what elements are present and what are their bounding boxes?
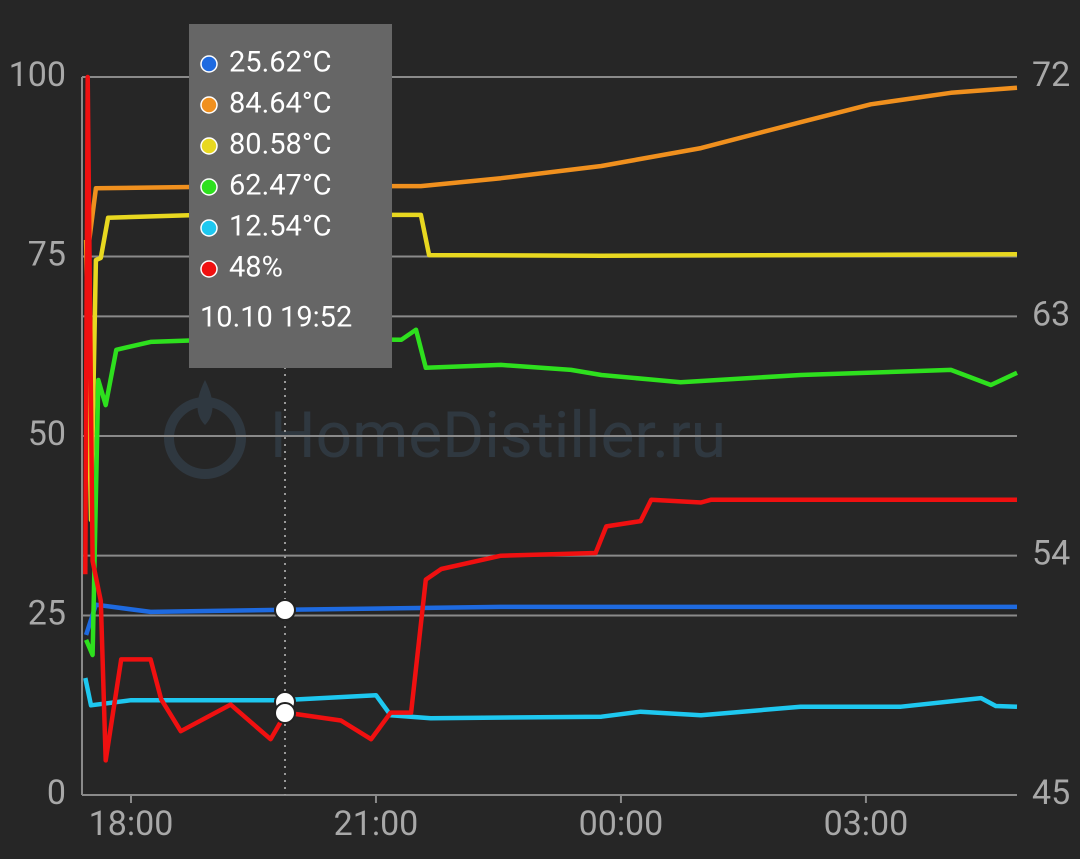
- x-tick-label: 03:00: [824, 804, 909, 844]
- series-line: [83, 74, 1017, 763]
- ticks: 0 25 50 75 100 45 54 63 72 18:00 21:00 00:00 03:00: [9, 55, 1071, 844]
- cursor-points: [274, 599, 296, 724]
- y-tick-label: 50: [28, 414, 66, 454]
- y2-tick-label: 54: [1032, 534, 1070, 574]
- lines: [83, 74, 1018, 763]
- x-tick-label: 18:00: [89, 804, 174, 844]
- series-line: [87, 85, 1018, 241]
- tooltip-dot: [200, 55, 218, 73]
- y-tick-label: 100: [9, 55, 66, 95]
- tooltip-dot: [200, 260, 218, 278]
- x-tick-label: 00:00: [579, 804, 664, 844]
- y2-tick-label: 72: [1032, 55, 1070, 95]
- tooltip: 25.62°C 84.64°C 80.58°C 62.47°C 12.54°C 48% 10…: [189, 24, 392, 368]
- y2-tick-label: 63: [1032, 294, 1070, 334]
- y-tick-label: 0: [47, 773, 66, 813]
- tooltip-dot: [200, 219, 218, 237]
- tooltip-value: 12.54°C: [229, 210, 332, 244]
- series-line: [83, 212, 1018, 523]
- series-line: [83, 602, 1017, 636]
- tooltip-value: 84.64°C: [229, 87, 332, 121]
- x-tick-label: 21:00: [334, 804, 419, 844]
- y-tick-label: 75: [28, 234, 66, 274]
- tooltip-time: 10.10 19:52: [200, 301, 352, 335]
- y-tick-label: 25: [28, 593, 66, 633]
- tooltip-value: 48%: [229, 251, 283, 285]
- cursor-point: [274, 599, 296, 621]
- y2-tick-label: 45: [1032, 773, 1070, 813]
- tooltip-value: 62.47°C: [229, 169, 332, 203]
- tooltip-value: 25.62°C: [229, 46, 332, 80]
- cursor-point: [274, 702, 296, 724]
- watermark: HomeDistiller.ru: [164, 380, 726, 479]
- tooltip-dot: [200, 178, 218, 196]
- tooltip-value: 80.58°C: [229, 128, 332, 162]
- series-line: [83, 677, 1018, 721]
- tooltip-dot: [200, 137, 218, 155]
- tooltip-dot: [200, 96, 218, 114]
- series-line: [84, 327, 1018, 658]
- tooltip-box: [189, 24, 392, 368]
